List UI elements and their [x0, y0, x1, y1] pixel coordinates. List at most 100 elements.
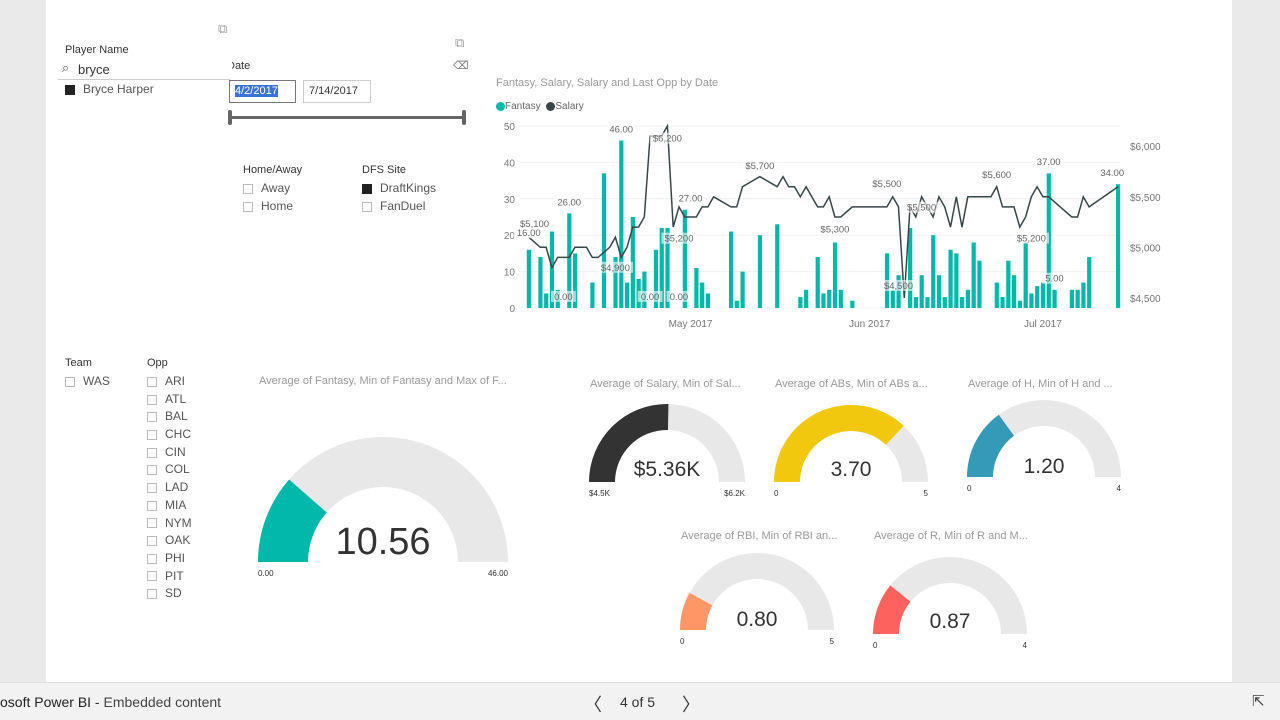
share-icon[interactable]: ⇱ — [1252, 693, 1265, 710]
data-label: $5,700 — [745, 161, 774, 172]
gauge-value: $5.36K — [634, 458, 701, 481]
checkbox[interactable] — [243, 183, 253, 194]
fantasy-bar — [965, 289, 971, 308]
previous-page-button[interactable]: 〈 — [584, 695, 602, 715]
checkbox[interactable] — [147, 412, 157, 423]
dfs-site-item[interactable]: DraftKings — [362, 180, 436, 198]
gauge-min-label: 0 — [967, 484, 972, 493]
opp-item[interactable]: OAK — [147, 532, 192, 550]
y-left-tick-label: 0 — [509, 304, 515, 315]
checkbox[interactable] — [147, 482, 157, 493]
fantasy-bar — [890, 289, 895, 308]
item-label: CIN — [165, 444, 186, 459]
gauge-fill — [680, 592, 713, 630]
item-label: ARI — [165, 374, 186, 388]
dfs-site-item[interactable]: FanDuel — [362, 198, 436, 216]
item-label: COL — [165, 462, 190, 477]
opp-item[interactable]: COL — [147, 461, 192, 479]
fantasy-bar — [590, 282, 595, 308]
opp-item[interactable]: SD — [147, 585, 192, 603]
slider-end-handle[interactable] — [462, 110, 466, 125]
item-label: SD — [165, 586, 182, 601]
opp-item[interactable]: MIA — [147, 497, 192, 515]
fantasy-bar — [1023, 242, 1028, 308]
data-label: $5,100 — [520, 219, 549, 230]
end-date-input[interactable]: 7/14/2017 — [303, 80, 371, 103]
opp-item[interactable]: LAD — [147, 479, 192, 497]
checkbox[interactable] — [147, 429, 157, 440]
opp-item[interactable]: ARI — [147, 373, 192, 391]
checkbox[interactable] — [147, 553, 157, 564]
data-label-bg — [1042, 272, 1067, 284]
legend-salary[interactable]: Salary — [546, 101, 584, 112]
checkbox[interactable] — [147, 536, 157, 547]
next-page-button[interactable]: 〉 — [682, 695, 700, 715]
player-search-input[interactable]: ⌕ bryce — [58, 60, 230, 80]
fantasy-bar — [1040, 282, 1046, 308]
gauge-title: Average of R, Min of R and M... — [874, 530, 1028, 542]
opp-item[interactable]: ATL — [147, 391, 192, 409]
opp-item[interactable]: NYM — [147, 515, 192, 533]
checkbox[interactable] — [147, 465, 157, 476]
y-left-tick-label: 30 — [504, 195, 516, 206]
eraser-icon[interactable]: ⌫ — [453, 60, 469, 72]
item-label: PHI — [165, 550, 186, 565]
data-label-bg — [903, 201, 940, 213]
opp-item[interactable]: BAL — [147, 408, 192, 426]
fantasy-bar — [954, 253, 959, 308]
home-away-list: Away Home — [243, 180, 293, 215]
opp-item[interactable]: PHI — [147, 550, 192, 568]
player-item[interactable]: Bryce Harper — [65, 81, 154, 99]
team-item[interactable]: WAS — [65, 373, 110, 391]
fantasy-bar — [850, 300, 855, 308]
data-label: 26.00 — [557, 197, 581, 208]
fantasy-bar — [1035, 286, 1040, 308]
report-canvas — [46, 0, 1232, 682]
y-right-tick-label: $6,000 — [1130, 142, 1161, 153]
data-label: 27.00 — [679, 194, 703, 205]
checkbox[interactable] — [147, 571, 157, 582]
opp-item[interactable]: CHC — [147, 426, 192, 444]
checkbox[interactable] — [147, 394, 157, 405]
fantasy-bar — [613, 257, 618, 308]
opp-item[interactable]: CIN — [147, 444, 192, 462]
checkbox[interactable] — [147, 500, 157, 511]
data-label-bg — [979, 168, 1015, 180]
fantasy-bar — [757, 235, 763, 308]
player-slicer-title: Player Name — [65, 44, 129, 56]
home-away-item[interactable]: Home — [243, 198, 293, 216]
gauge-track — [967, 400, 1121, 477]
fantasy-bar — [925, 297, 930, 308]
slider-start-handle[interactable] — [228, 110, 232, 125]
home-away-item[interactable]: Away — [243, 180, 293, 198]
opp-list: ARI ATL BAL CHC CIN COL LAD MIA NYM OAK PHI PIT SD — [147, 373, 192, 603]
data-label-bg — [675, 192, 706, 204]
date-range-slider[interactable] — [230, 116, 464, 119]
data-label: $5,300 — [820, 225, 849, 236]
checkbox[interactable] — [243, 201, 253, 212]
checkbox[interactable] — [147, 376, 157, 387]
checkbox[interactable] — [147, 589, 157, 600]
y-left-tick-label: 20 — [504, 231, 516, 242]
opp-item[interactable]: PIT — [147, 568, 192, 586]
gauge-fill — [774, 404, 904, 482]
focus-mode-icon[interactable]: ⧉ — [455, 35, 465, 50]
fantasy-bar — [700, 282, 705, 308]
player-item-label: Bryce Harper — [83, 82, 154, 96]
checkbox[interactable] — [147, 447, 157, 458]
checkbox[interactable] — [65, 84, 75, 95]
data-label: $5,500 — [907, 203, 936, 214]
item-label: DraftKings — [380, 181, 437, 195]
start-date-input[interactable]: 4/2/2017 — [229, 80, 296, 103]
legend-fantasy[interactable]: Fantasy — [496, 101, 541, 112]
focus-mode-icon[interactable]: ⧉ — [218, 21, 228, 36]
checkbox[interactable] — [65, 376, 75, 387]
checkbox[interactable] — [362, 183, 372, 194]
item-label: MIA — [165, 497, 187, 512]
checkbox[interactable] — [362, 201, 372, 212]
chart-legend: Fantasy Salary — [496, 101, 584, 112]
data-label-bg — [649, 132, 686, 144]
gauge-max-label: 4 — [1117, 484, 1122, 493]
fantasy-bar — [1116, 184, 1121, 308]
checkbox[interactable] — [147, 518, 157, 529]
